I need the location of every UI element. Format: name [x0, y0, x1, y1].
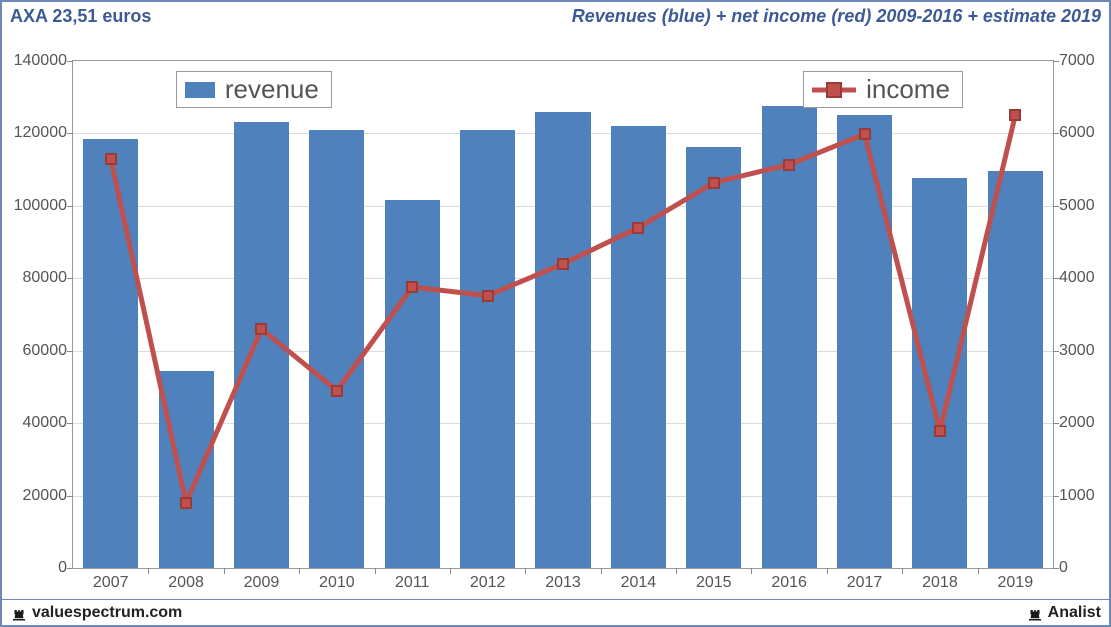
- income-marker: [406, 281, 418, 293]
- chart-container: AXA 23,51 euros Revenues (blue) + net in…: [0, 0, 1111, 627]
- y-left-label: 100000: [14, 197, 73, 215]
- x-tick: [375, 568, 376, 574]
- income-marker: [557, 258, 569, 270]
- y-left-label: 40000: [23, 414, 74, 432]
- revenue-bar: [611, 126, 666, 568]
- x-tick: [978, 568, 979, 574]
- x-tick: [676, 568, 677, 574]
- income-marker: [255, 323, 267, 335]
- title-right: Revenues (blue) + net income (red) 2009-…: [572, 6, 1101, 27]
- y-right-label: 2000: [1053, 414, 1095, 432]
- title-left: AXA 23,51 euros: [10, 6, 151, 27]
- income-marker: [105, 153, 117, 165]
- y-left-label: 20000: [23, 487, 74, 505]
- revenue-bar: [309, 130, 364, 568]
- x-label: 2007: [93, 568, 129, 592]
- income-marker: [632, 222, 644, 234]
- y-right-label: 5000: [1053, 197, 1095, 215]
- x-label: 2008: [168, 568, 204, 592]
- revenue-bar: [912, 178, 967, 568]
- y-right-label: 7000: [1053, 52, 1095, 70]
- income-marker: [783, 159, 795, 171]
- legend-swatch-line: [812, 80, 856, 100]
- x-tick: [224, 568, 225, 574]
- income-marker: [331, 385, 343, 397]
- income-marker: [708, 177, 720, 189]
- x-tick: [299, 568, 300, 574]
- income-marker: [482, 290, 494, 302]
- revenue-bar: [460, 130, 515, 568]
- legend-swatch-bar: [185, 82, 215, 98]
- x-label: 2017: [847, 568, 883, 592]
- y-left-label: 60000: [23, 342, 74, 360]
- x-label: 2019: [998, 568, 1034, 592]
- x-label: 2014: [621, 568, 657, 592]
- revenue-bar: [535, 112, 590, 568]
- x-tick: [601, 568, 602, 574]
- x-label: 2016: [771, 568, 807, 592]
- income-marker: [859, 128, 871, 140]
- y-left-label: 80000: [23, 269, 74, 287]
- rook-icon: [1026, 604, 1044, 622]
- y-right-label: 4000: [1053, 269, 1095, 287]
- y-left-label: 0: [58, 559, 73, 577]
- revenue-bar: [837, 115, 892, 568]
- x-label: 2009: [244, 568, 280, 592]
- revenue-bar: [234, 122, 289, 568]
- x-label: 2012: [470, 568, 506, 592]
- revenue-bar: [988, 171, 1043, 568]
- x-tick: [827, 568, 828, 574]
- x-tick: [148, 568, 149, 574]
- revenue-bar: [385, 200, 440, 568]
- y-right-label: 3000: [1053, 342, 1095, 360]
- x-tick: [525, 568, 526, 574]
- income-marker: [1009, 109, 1021, 121]
- y-right-label: 1000: [1053, 487, 1095, 505]
- revenue-bar: [159, 371, 214, 568]
- revenue-bar: [686, 147, 741, 568]
- x-label: 2010: [319, 568, 355, 592]
- x-label: 2015: [696, 568, 732, 592]
- income-marker: [934, 425, 946, 437]
- footer-right-text: Analist: [1048, 604, 1101, 622]
- footer-left-text: valuespectrum.com: [32, 604, 182, 622]
- x-label: 2011: [395, 568, 429, 592]
- plot-area: 0200004000060000800001000001200001400000…: [72, 60, 1054, 569]
- y-left-label: 120000: [14, 124, 73, 142]
- rook-icon: [10, 604, 28, 622]
- y-right-label: 6000: [1053, 124, 1095, 142]
- x-label: 2013: [545, 568, 581, 592]
- revenue-bar: [83, 139, 138, 568]
- footer-left: valuespectrum.com: [10, 604, 182, 622]
- chart-footer: valuespectrum.com Analist: [2, 599, 1109, 625]
- legend-label: income: [866, 74, 950, 105]
- x-tick: [450, 568, 451, 574]
- x-tick: [751, 568, 752, 574]
- footer-right: Analist: [1026, 604, 1101, 622]
- legend-income: income: [803, 71, 963, 108]
- y-right-label: 0: [1053, 559, 1068, 577]
- legend-revenue: revenue: [176, 71, 332, 108]
- x-label: 2018: [922, 568, 958, 592]
- chart-header: AXA 23,51 euros Revenues (blue) + net in…: [2, 2, 1109, 30]
- revenue-bar: [762, 106, 817, 568]
- legend-label: revenue: [225, 74, 319, 105]
- x-tick: [902, 568, 903, 574]
- y-left-label: 140000: [14, 52, 73, 70]
- income-marker: [180, 497, 192, 509]
